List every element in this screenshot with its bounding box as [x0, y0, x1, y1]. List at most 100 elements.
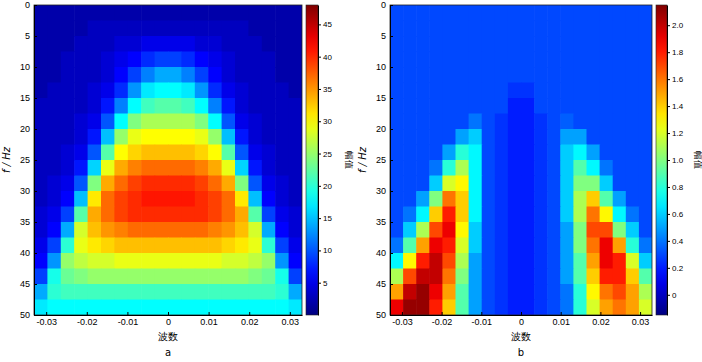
heatmap-cell	[181, 160, 195, 176]
heatmap-cell	[429, 5, 443, 21]
heatmap-cell	[613, 160, 627, 176]
heatmap-cell	[47, 145, 61, 161]
heatmap-cell	[456, 222, 470, 238]
y-tick-mark	[390, 315, 393, 316]
heatmap-cell	[456, 176, 470, 192]
y-tick-mark	[390, 36, 393, 37]
heatmap-cell	[155, 269, 169, 285]
heatmap-cell	[456, 160, 470, 176]
heatmap-cell	[61, 300, 75, 316]
x-tick-label: -0.03	[392, 317, 413, 327]
heatmap-cell	[390, 114, 404, 130]
heatmap-cell	[403, 284, 417, 300]
heatmap-cell	[534, 145, 548, 161]
heatmap-cell	[88, 129, 102, 145]
heatmap-cell	[600, 284, 614, 300]
colorbar-tick: 0.2	[667, 264, 684, 273]
heatmap-cell	[573, 176, 587, 192]
heatmap-cell	[141, 160, 155, 176]
heatmap-cell	[429, 160, 443, 176]
colorbar-tick-label: 0	[672, 291, 677, 300]
heatmap-cell	[587, 21, 601, 37]
heatmap-cell	[600, 98, 614, 114]
heatmap-cell	[141, 222, 155, 238]
heatmap-cell	[275, 160, 289, 176]
colorbar-tick-mark	[667, 295, 670, 296]
heatmap-cell	[235, 52, 249, 68]
heatmap-cell	[74, 52, 88, 68]
heatmap-cell	[289, 83, 302, 99]
y-tick: 35	[20, 217, 37, 227]
heatmap-cell	[195, 176, 209, 192]
colorbar-tick-mark	[667, 160, 670, 161]
heatmap-cell	[573, 114, 587, 130]
heatmap-cell	[626, 129, 640, 145]
heatmap-cell	[128, 83, 142, 99]
heatmap-cell	[181, 98, 195, 114]
heatmap-cell	[275, 176, 289, 192]
heatmap-cell	[101, 145, 115, 161]
heatmap-cell	[275, 207, 289, 223]
heatmap-cell	[74, 191, 88, 207]
heatmap-cell	[495, 160, 509, 176]
heatmap-cell	[547, 238, 561, 254]
y-tick-mark	[390, 160, 393, 161]
heatmap-cell	[613, 5, 627, 21]
heatmap-cell	[600, 269, 614, 285]
colorbar-tick: 1.0	[667, 156, 684, 165]
heatmap-cell	[181, 129, 195, 145]
heatmap-cell	[208, 36, 222, 52]
heatmap-cell	[416, 238, 430, 254]
y-tick-label: 25	[20, 155, 30, 165]
heatmap-cell	[429, 98, 443, 114]
x-tick-label: 0.03	[282, 317, 300, 327]
heatmap-cell	[128, 5, 142, 21]
heatmap-cell	[442, 21, 456, 37]
heatmap-cell	[495, 36, 509, 52]
heatmap-cell	[222, 98, 236, 114]
heatmap-cell	[275, 269, 289, 285]
heatmap-cell	[521, 176, 535, 192]
colorbar-tick-label: 15	[323, 214, 332, 223]
heatmap-cell	[416, 129, 430, 145]
heatmap-cell	[547, 36, 561, 52]
x-tick: -0.01	[472, 312, 493, 327]
heatmap-cell	[416, 207, 430, 223]
heatmap-cell	[74, 176, 88, 192]
heatmap-cell	[403, 269, 417, 285]
heatmap-cell	[88, 176, 102, 192]
heatmap-cell	[289, 21, 302, 37]
heatmap-cell	[101, 5, 115, 21]
heatmap-cell	[626, 114, 640, 130]
heatmap-cell	[587, 5, 601, 21]
heatmap-cell	[508, 269, 522, 285]
heatmap-cell	[495, 269, 509, 285]
y-tick-mark	[34, 5, 37, 6]
heatmap-cell	[482, 52, 496, 68]
heatmap-cell	[469, 222, 483, 238]
heatmap-cell	[508, 114, 522, 130]
colorbar-tick: 20	[318, 182, 332, 191]
heatmap-cell	[442, 160, 456, 176]
heatmap-cell	[289, 222, 302, 238]
heatmap-cell	[442, 300, 456, 316]
heatmap-cell	[47, 222, 61, 238]
heatmap-cell	[195, 83, 209, 99]
heatmap-cell	[128, 300, 142, 316]
heatmap-cell	[442, 238, 456, 254]
x-tick-label: -0.02	[77, 317, 98, 327]
y-tick-label: 10	[20, 62, 30, 72]
heatmap-cell	[626, 98, 640, 114]
heatmap-cell	[275, 284, 289, 300]
heatmap-cell	[248, 207, 262, 223]
heatmap-cell	[482, 114, 496, 130]
heatmap-cell	[469, 176, 483, 192]
x-tick: -0.01	[118, 312, 139, 327]
heatmap-cell	[469, 36, 483, 52]
heatmap-cells	[390, 5, 652, 315]
y-tick-mark	[34, 315, 37, 316]
y-tick-mark	[390, 191, 393, 192]
heatmap-cell	[626, 269, 640, 285]
heatmap-cell	[403, 145, 417, 161]
heatmap-cell	[560, 238, 574, 254]
